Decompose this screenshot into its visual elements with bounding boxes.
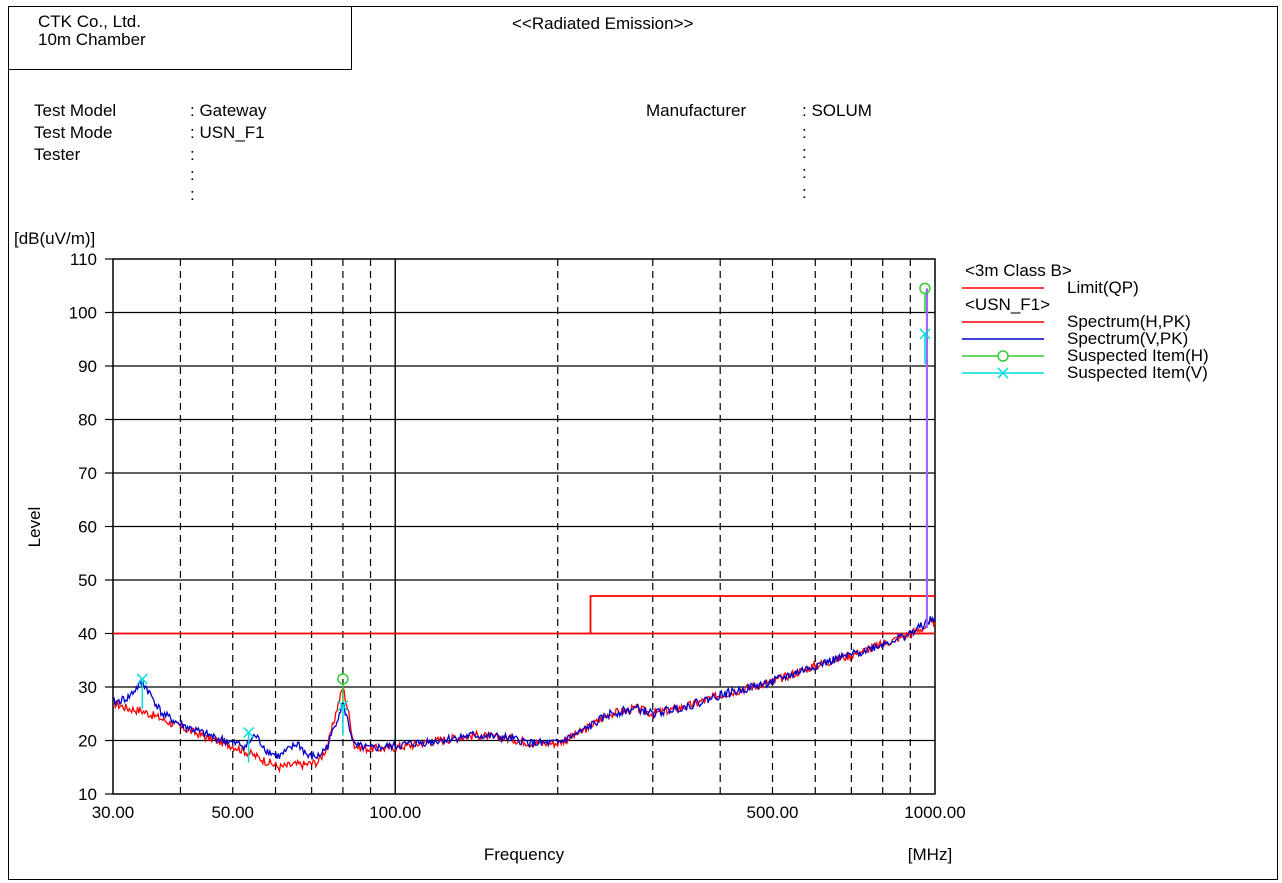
- legend: <3m Class B>Limit(QP) <USN_F1> Spectrum(H,…: [962, 261, 1209, 382]
- suspect-layer: [136, 282, 931, 763]
- legend-group-title: <3m Class B>: [965, 261, 1072, 280]
- legend-entry-label: Suspected Item(H): [1067, 346, 1209, 365]
- x-tick-label: 500.00: [747, 803, 799, 822]
- spectrum-layer: [112, 616, 936, 774]
- test-mode-label: Test Mode: [34, 123, 113, 142]
- y-tick-label: 110: [70, 250, 97, 269]
- x-tick-labels: 30.00 50.00 100.00 500.00 1000.00: [92, 803, 966, 822]
- limit-qp-line: [113, 595, 935, 635]
- test-mode-value: : USN_F1: [190, 123, 265, 142]
- y-tick-label: 80: [78, 411, 97, 430]
- y-tick-label: 40: [78, 625, 97, 644]
- suspected-h-marker: [919, 282, 931, 295]
- suspected-h-marker: [337, 673, 349, 685]
- y-tick-label: 100: [69, 304, 97, 323]
- y-tick-label: 10: [78, 785, 97, 804]
- manufacturer-colon-column: ::::: [802, 123, 807, 202]
- limit-layer: [113, 595, 935, 635]
- chamber-name: 10m Chamber: [38, 30, 146, 49]
- x-tick-label: 30.00: [92, 803, 135, 822]
- manufacturer-label: Manufacturer: [646, 101, 747, 120]
- legend-group-title: <USN_F1>: [965, 295, 1050, 314]
- x-tick-label: 1000.00: [904, 803, 965, 822]
- test-model-label: Test Model: [34, 101, 117, 120]
- report-title: <<Radiated Emission>>: [512, 14, 694, 33]
- report-frame: [8, 6, 1278, 880]
- grid: [113, 259, 935, 794]
- suspected-v-marker: [919, 328, 931, 340]
- y-axis-label: Level: [25, 507, 44, 548]
- x-tick-label: 50.00: [211, 803, 254, 822]
- tester-label: Tester: [34, 145, 81, 164]
- x-axis-label: Frequency: [484, 845, 565, 864]
- x-unit-label: [MHz]: [908, 845, 952, 864]
- y-tick-label: 30: [78, 678, 97, 697]
- legend-swatch-circle: [997, 350, 1009, 362]
- legend-entry-label: Suspected Item(V): [1067, 363, 1208, 382]
- y-tick-label: 50: [78, 571, 97, 590]
- spectrum-v-trace: [112, 616, 936, 760]
- y-tick-labels: 10 20 30 40 50 60 70 80 90 100 110: [69, 250, 113, 804]
- y-tick-label: 70: [78, 464, 97, 483]
- suspected-v-marker: [337, 700, 349, 712]
- spectrum-h-trace: [112, 618, 936, 774]
- legend-entry-label: Spectrum(H,PK): [1067, 312, 1191, 331]
- suspected-v-marker: [243, 726, 255, 739]
- legend-entry-label: Limit(QP): [1067, 278, 1139, 297]
- legend-entry-label: Spectrum(V,PK): [1067, 329, 1188, 348]
- suspected-v-marker: [136, 673, 148, 685]
- test-model-value: : Gateway: [190, 101, 267, 120]
- tester-colon-column: :::: [190, 145, 195, 204]
- y-tick-label: 20: [78, 732, 97, 751]
- manufacturer-value: : SOLUM: [802, 101, 872, 120]
- y-unit-label: [dB(uV/m)]: [14, 229, 95, 248]
- company-name: CTK Co., Ltd.: [38, 12, 141, 31]
- x-tick-label: 100.00: [369, 803, 421, 822]
- company-box: [8, 6, 352, 70]
- legend-swatch-x: [997, 367, 1009, 379]
- y-tick-label: 60: [78, 518, 97, 537]
- y-tick-label: 90: [78, 357, 97, 376]
